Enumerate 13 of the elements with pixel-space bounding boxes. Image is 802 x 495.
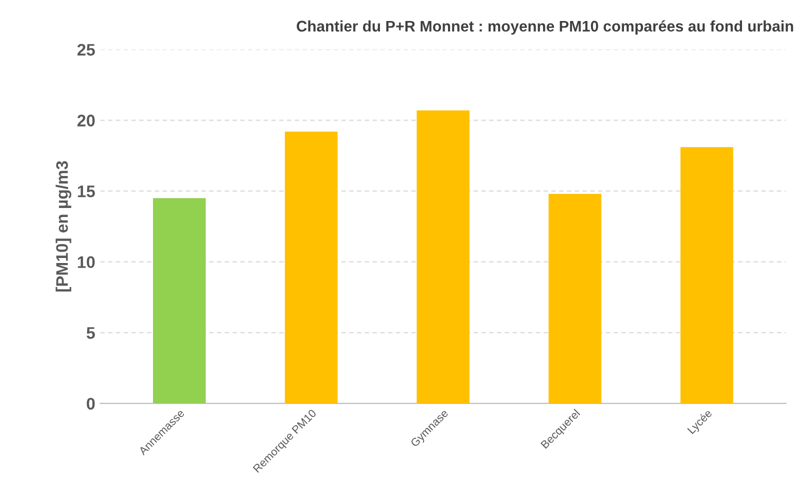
bar [152,198,206,404]
chart-title: Chantier du P+R Monnet : moyenne PM10 comparées au fond urbain [296,20,794,35]
bar [548,194,602,404]
bar [416,110,470,404]
bar [284,132,338,404]
y-tick-label: 0 [86,398,95,410]
y-tick-label: 5 [86,327,95,339]
y-axis-title: [PM10] en µg/m3 [56,161,72,292]
y-tick-label: 10 [78,256,95,268]
bar [680,147,734,404]
y-tick-label: 25 [77,44,95,56]
y-tick-label: 15 [78,186,95,198]
y-tick-label: 20 [77,114,95,126]
